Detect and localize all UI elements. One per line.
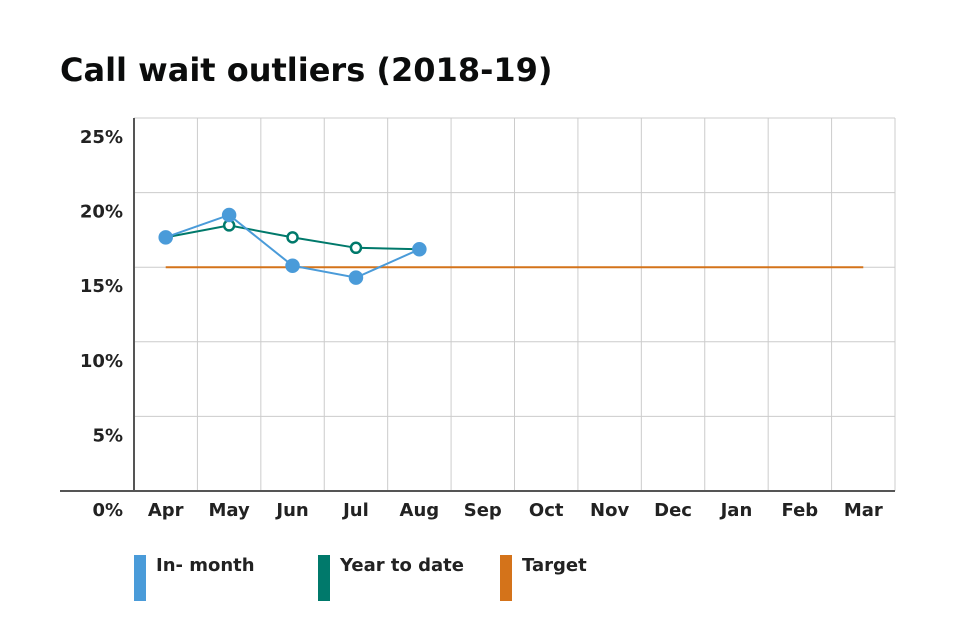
data-point [158,230,173,245]
y-tick-label: 25% [80,127,123,148]
legend-swatch [134,555,146,601]
x-tick-label: Apr [148,500,184,521]
data-point [348,270,364,285]
x-tick-label: Feb [782,500,819,521]
x-tick-label: Nov [590,500,629,521]
x-tick-label: Oct [529,500,564,521]
x-tick-label: Aug [400,500,440,521]
x-tick-label: May [209,500,251,521]
legend-label: Target [522,555,587,576]
y-tick-label: 15% [80,276,123,297]
x-tick-label: Jan [719,500,753,521]
x-tick-label: Sep [464,500,502,521]
y-tick-label: 10% [80,351,123,372]
y-tick-label: 20% [80,202,123,223]
data-point [285,258,300,273]
legend-swatch [500,555,512,601]
chart-title: Call wait outliers (2018-19) [60,51,553,89]
x-tick-label: Jul [341,500,369,521]
data-point [349,241,363,255]
legend-swatch [318,555,330,601]
y-tick-label: 0% [92,500,123,521]
data-point [412,242,427,257]
x-tick-label: Dec [654,500,692,521]
y-tick-label: 5% [92,425,123,446]
data-point [221,207,237,223]
x-tick-label: Jun [274,500,308,521]
legend-label: In- month [156,555,255,576]
data-point [286,231,299,244]
legend-label: Year to date [339,555,464,576]
x-tick-label: Mar [844,500,883,521]
